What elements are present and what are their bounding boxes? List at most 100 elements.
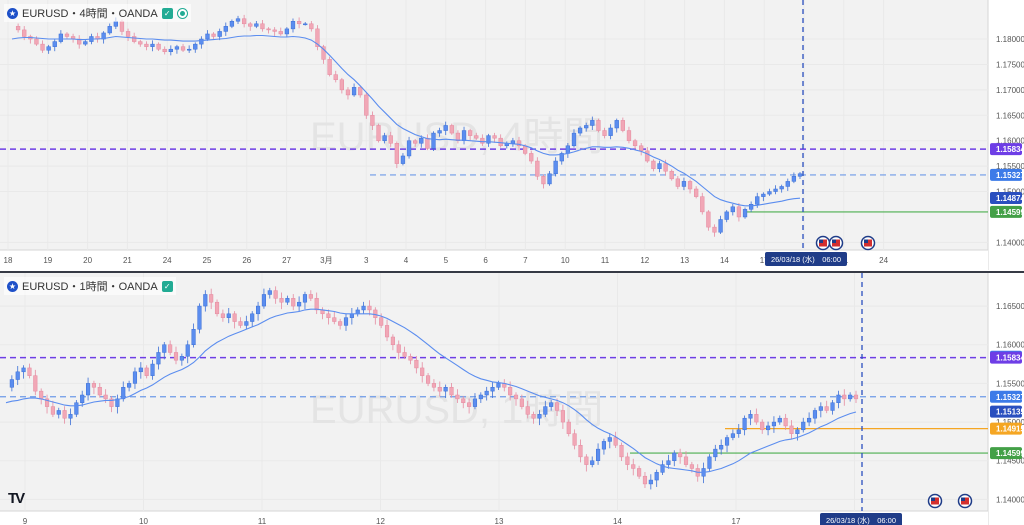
candle-bullish[interactable] bbox=[197, 305, 202, 330]
candle-bullish[interactable] bbox=[791, 176, 797, 182]
candle-bearish[interactable] bbox=[15, 26, 21, 31]
candle-bullish[interactable] bbox=[138, 367, 143, 373]
candle-bearish[interactable] bbox=[626, 130, 632, 141]
candle-bullish[interactable] bbox=[614, 120, 619, 129]
candle-bearish[interactable] bbox=[516, 140, 522, 147]
candle-bullish[interactable] bbox=[83, 41, 88, 45]
candle-bearish[interactable] bbox=[426, 375, 431, 384]
candle-bearish[interactable] bbox=[156, 43, 161, 50]
candle-bullish[interactable] bbox=[431, 132, 436, 149]
candle-bearish[interactable] bbox=[663, 163, 668, 172]
moving-average-line[interactable] bbox=[5, 308, 857, 473]
candle-bullish[interactable] bbox=[761, 193, 766, 197]
candle-bearish[interactable] bbox=[273, 290, 278, 299]
price-label-badge[interactable] bbox=[990, 422, 1022, 435]
candle-bullish[interactable] bbox=[400, 155, 406, 164]
candle-bullish[interactable] bbox=[681, 181, 687, 187]
candle-bearish[interactable] bbox=[211, 33, 216, 37]
candle-bearish[interactable] bbox=[40, 43, 45, 51]
candle-bullish[interactable] bbox=[648, 479, 653, 485]
candle-bullish[interactable] bbox=[571, 132, 577, 147]
candle-bullish[interactable] bbox=[229, 21, 235, 27]
candle-bullish[interactable] bbox=[150, 363, 155, 376]
candle-bearish[interactable] bbox=[278, 31, 283, 35]
symbol-legend-1h[interactable]: ★ EURUSD・1時間・OANDA ✓ bbox=[4, 277, 176, 295]
candle-bullish[interactable] bbox=[848, 394, 853, 400]
candle-bullish[interactable] bbox=[443, 387, 448, 392]
candle-bearish[interactable] bbox=[77, 38, 82, 45]
candle-bullish[interactable] bbox=[478, 394, 483, 400]
candle-bullish[interactable] bbox=[185, 344, 190, 357]
candle-bearish[interactable] bbox=[712, 226, 717, 233]
candle-bullish[interactable] bbox=[15, 371, 20, 380]
candle-bullish[interactable] bbox=[795, 429, 800, 434]
candle-bullish[interactable] bbox=[235, 18, 241, 22]
candle-bearish[interactable] bbox=[572, 433, 577, 446]
candle-bullish[interactable] bbox=[261, 294, 266, 307]
candle-bearish[interactable] bbox=[27, 367, 32, 376]
candle-bearish[interactable] bbox=[338, 321, 343, 326]
price-label-badge[interactable] bbox=[990, 351, 1022, 364]
price-label-badge[interactable] bbox=[990, 405, 1022, 418]
candle-bearish[interactable] bbox=[480, 137, 485, 144]
candle-bearish[interactable] bbox=[789, 425, 794, 434]
candle-bullish[interactable] bbox=[302, 294, 308, 303]
candle-bearish[interactable] bbox=[173, 352, 179, 361]
candle-bearish[interactable] bbox=[232, 313, 237, 322]
candle-bullish[interactable] bbox=[801, 421, 806, 431]
candle-bearish[interactable] bbox=[22, 29, 27, 37]
price-label-badge[interactable] bbox=[990, 447, 1022, 460]
candle-bullish[interactable] bbox=[406, 140, 412, 157]
candle-bearish[interactable] bbox=[498, 137, 503, 147]
candle-bearish[interactable] bbox=[125, 31, 131, 37]
candle-bullish[interactable] bbox=[836, 394, 841, 403]
candle-bullish[interactable] bbox=[812, 410, 818, 419]
candle-bullish[interactable] bbox=[191, 329, 196, 345]
candle-bullish[interactable] bbox=[162, 344, 167, 353]
candle-bullish[interactable] bbox=[254, 23, 259, 27]
candle-bullish[interactable] bbox=[179, 356, 184, 361]
candle-bearish[interactable] bbox=[109, 398, 114, 407]
candle-bearish[interactable] bbox=[162, 48, 167, 52]
candle-bearish[interactable] bbox=[119, 21, 125, 32]
candle-bullish[interactable] bbox=[226, 313, 231, 318]
candle-bullish[interactable] bbox=[80, 394, 85, 403]
candle-bearish[interactable] bbox=[519, 398, 524, 407]
candle-bullish[interactable] bbox=[537, 414, 542, 419]
chart-canvas-1h[interactable]: 1.16500 1.16000 1.15500 1.15000 1.14500 1.140… bbox=[0, 273, 1024, 525]
candle-bearish[interactable] bbox=[467, 130, 473, 136]
candle-bullish[interactable] bbox=[343, 317, 349, 326]
candle-bearish[interactable] bbox=[333, 74, 338, 80]
candle-bearish[interactable] bbox=[619, 445, 624, 458]
candle-bullish[interactable] bbox=[355, 309, 360, 315]
candle-bearish[interactable] bbox=[566, 421, 571, 434]
candle-bearish[interactable] bbox=[651, 160, 656, 169]
candle-bullish[interactable] bbox=[290, 21, 296, 30]
candle-bullish[interactable] bbox=[297, 301, 302, 307]
candle-bearish[interactable] bbox=[620, 120, 625, 131]
candle-bearish[interactable] bbox=[180, 46, 186, 51]
candle-bearish[interactable] bbox=[388, 135, 393, 144]
candle-bearish[interactable] bbox=[34, 38, 39, 45]
candle-bearish[interactable] bbox=[168, 344, 173, 353]
candle-bullish[interactable] bbox=[755, 196, 760, 205]
candle-bullish[interactable] bbox=[777, 417, 782, 423]
candle-bearish[interactable] bbox=[413, 140, 418, 144]
candle-bearish[interactable] bbox=[394, 143, 399, 164]
candle-bullish[interactable] bbox=[736, 429, 741, 434]
candle-bearish[interactable] bbox=[535, 160, 540, 177]
candle-bearish[interactable] bbox=[321, 46, 326, 60]
candle-bearish[interactable] bbox=[513, 394, 519, 400]
candle-bearish[interactable] bbox=[437, 387, 442, 392]
candle-bearish[interactable] bbox=[314, 298, 319, 311]
candle-bearish[interactable] bbox=[474, 135, 479, 139]
candle-bearish[interactable] bbox=[220, 313, 225, 318]
price-label-badge[interactable] bbox=[990, 191, 1022, 204]
candle-bearish[interactable] bbox=[639, 145, 644, 152]
candle-bearish[interactable] bbox=[467, 402, 472, 407]
candle-bullish[interactable] bbox=[730, 433, 735, 438]
candle-bearish[interactable] bbox=[531, 414, 536, 419]
candle-bearish[interactable] bbox=[414, 359, 419, 369]
chart-canvas-4h[interactable]: 1.18000 1.17500 1.17000 1.16500 1.16000 1.155… bbox=[0, 0, 1024, 270]
candle-bullish[interactable] bbox=[724, 211, 729, 220]
